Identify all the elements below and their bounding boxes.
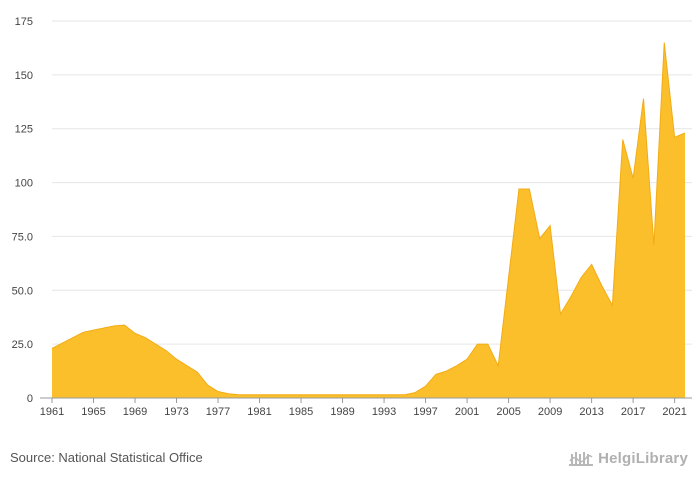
x-tick-label: 1993: [372, 406, 396, 418]
brand-logo: HelgiLibrary: [568, 449, 688, 467]
y-tick-label: 125: [15, 124, 33, 136]
plot-area: [51, 42, 686, 398]
x-tick-label: 2001: [455, 406, 479, 418]
x-tick-label: 2021: [662, 406, 686, 418]
x-tick-label: 1969: [123, 406, 147, 418]
y-tick-label: 100: [15, 178, 33, 190]
x-tick-label: 1961: [40, 406, 64, 418]
x-tick-label: 2013: [579, 406, 603, 418]
y-tick-label: 0: [27, 393, 33, 405]
source-note: Source: National Statistical Office: [10, 450, 203, 465]
x-tick-label: 1989: [330, 406, 354, 418]
x-tick-label: 1981: [247, 406, 271, 418]
brand-name: HelgiLibrary: [598, 449, 688, 467]
x-axis: 1961 1965 1969 1973 1977 1981 1985 1989 1993 1997…: [40, 397, 692, 418]
y-axis: 0 25.0 50.0 75.0 100 125 150 175: [12, 16, 33, 405]
x-tick-label: 2009: [538, 406, 562, 418]
y-tick-label: 25.0: [12, 339, 33, 351]
area-series-line: [51, 42, 686, 396]
x-tick-label: 2005: [496, 406, 520, 418]
x-tick-label: 2017: [621, 406, 645, 418]
library-columns-icon: [569, 452, 594, 466]
area-series-fill: [52, 42, 685, 398]
x-tick-label: 1985: [289, 406, 313, 418]
x-tick-label: 1973: [164, 406, 188, 418]
gridlines: [52, 20, 692, 345]
x-tick-label: 1965: [81, 406, 105, 418]
x-tick-label: 1997: [413, 406, 437, 418]
x-tick-label: 1977: [206, 406, 230, 418]
y-tick-label: 175: [15, 16, 33, 28]
y-tick-label: 50.0: [12, 285, 33, 297]
y-tick-label: 75.0: [12, 231, 33, 243]
y-tick-label: 150: [15, 70, 33, 82]
